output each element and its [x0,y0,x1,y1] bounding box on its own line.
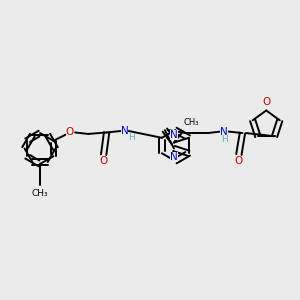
Text: O: O [262,97,270,107]
Text: O: O [66,128,74,137]
Text: CH₃: CH₃ [183,118,199,127]
Text: N: N [170,130,178,140]
Text: N: N [121,126,128,136]
Text: O: O [100,156,108,166]
Text: H: H [221,135,228,144]
Text: H: H [128,133,135,142]
Text: O: O [235,156,243,166]
Text: N: N [170,152,178,161]
Text: CH₃: CH₃ [32,189,48,198]
Text: N: N [220,127,228,136]
